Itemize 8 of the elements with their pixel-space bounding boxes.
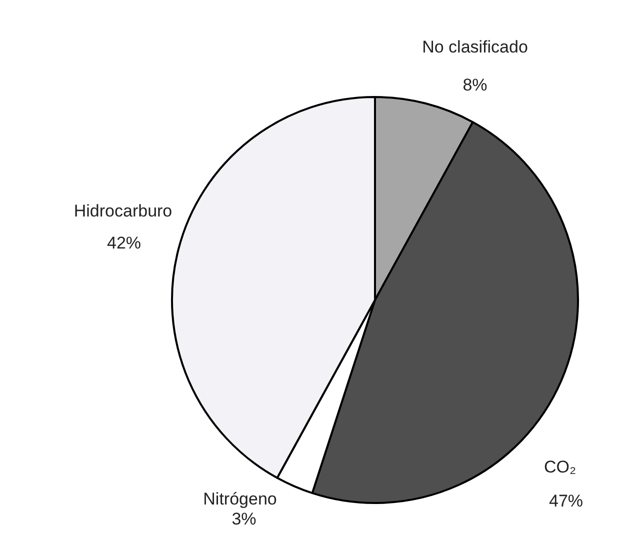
data-label: 8% — [462, 76, 488, 95]
data-label: 42% — [106, 234, 142, 253]
data-label: 47% — [548, 492, 584, 511]
slice-label: No clasificado — [422, 38, 528, 57]
slice-label: Hidrocarburo — [74, 202, 172, 221]
slice-label: Nitrógeno — [203, 490, 277, 509]
data-label: 3% — [232, 510, 256, 529]
slice-label: CO₂ — [544, 458, 576, 477]
